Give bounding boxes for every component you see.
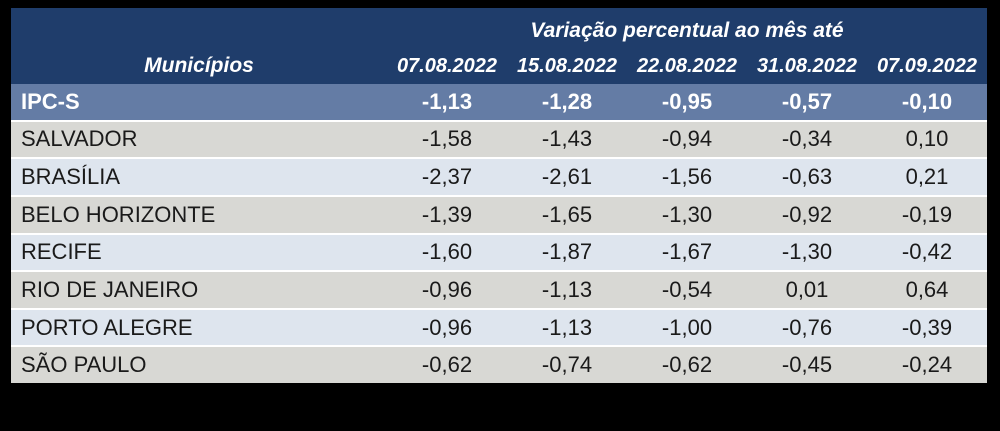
value-cell: 0,21 — [905, 164, 949, 190]
table-row-sao-paulo: SÃO PAULO -0,62 -0,74 -0,62 -0,45 -0,24 — [11, 345, 987, 383]
column-header-date-4: 31.08.2022 — [756, 54, 858, 77]
row-label: SALVADOR — [21, 126, 138, 152]
value-cell: -0,54 — [661, 276, 713, 302]
value-cell: -0,42 — [901, 239, 953, 265]
value-cell: -1,43 — [541, 126, 593, 152]
value-cell: -1,87 — [541, 239, 593, 265]
table-row-ipcs: IPC-S -1,13 -1,28 -0,95 -0,57 -0,10 — [11, 84, 987, 120]
value-cell: -1,65 — [541, 201, 593, 227]
column-header-date-1: 07.08.2022 — [396, 54, 498, 77]
row-label: BRASÍLIA — [21, 164, 121, 190]
value-cell: -1,60 — [421, 239, 473, 265]
table-row-salvador: SALVADOR -1,58 -1,43 -0,94 -0,34 0,10 — [11, 119, 987, 158]
value-cell: -0,96 — [421, 314, 473, 340]
table-title-row: Variação percentual ao mês até — [11, 8, 987, 48]
value-cell: -0,76 — [781, 314, 833, 340]
value-cell: -0,19 — [901, 201, 953, 227]
value-cell: -2,37 — [421, 164, 473, 190]
column-header-date-3: 22.08.2022 — [636, 54, 738, 77]
value-cell: -1,13 — [541, 314, 593, 340]
column-header-date-2: 15.08.2022 — [516, 54, 618, 77]
value-cell: -0,92 — [781, 201, 833, 227]
ipcs-variation-table: Variação percentual ao mês até Município… — [11, 8, 987, 383]
value-cell: -1,13 — [541, 276, 593, 302]
value-cell: -0,34 — [781, 126, 833, 152]
value-cell: -0,94 — [661, 126, 713, 152]
value-cell: -0,24 — [901, 352, 953, 378]
table-header-row: Municípios 07.08.2022 15.08.2022 22.08.2… — [11, 48, 987, 84]
value-cell: -1,56 — [661, 164, 713, 190]
column-header-municipios: Municípios — [144, 54, 254, 77]
value-cell: -0,63 — [781, 164, 833, 190]
value-cell: -0,57 — [781, 88, 833, 114]
table-row-belo-horizonte: BELO HORIZONTE -1,39 -1,65 -1,30 -0,92 -… — [11, 194, 987, 233]
value-cell: -0,62 — [421, 352, 473, 378]
row-label: RIO DE JANEIRO — [21, 276, 199, 302]
row-label: RECIFE — [21, 239, 102, 265]
value-cell: 0,64 — [905, 276, 949, 302]
value-cell: -1,30 — [781, 239, 833, 265]
row-label: IPC-S — [21, 88, 80, 114]
table-title: Variação percentual ao mês até — [530, 19, 844, 42]
value-cell: -1,67 — [661, 239, 713, 265]
table-row-rio-de-janeiro: RIO DE JANEIRO -0,96 -1,13 -0,54 0,01 0,… — [11, 270, 987, 308]
value-cell: -0,95 — [661, 88, 713, 114]
value-cell: -1,13 — [421, 88, 473, 114]
value-cell: -1,30 — [661, 201, 713, 227]
value-cell: 0,10 — [905, 126, 949, 152]
value-cell: -1,39 — [421, 201, 473, 227]
value-cell: -0,39 — [901, 314, 953, 340]
value-cell: -0,74 — [541, 352, 593, 378]
value-cell: -0,10 — [901, 88, 953, 114]
value-cell: -1,00 — [661, 314, 713, 340]
value-cell: -1,28 — [541, 88, 593, 114]
value-cell: -0,45 — [781, 352, 833, 378]
column-header-date-5: 07.09.2022 — [876, 54, 978, 77]
value-cell: -1,58 — [421, 126, 473, 152]
row-label: PORTO ALEGRE — [21, 314, 193, 340]
value-cell: -0,62 — [661, 352, 713, 378]
table-row-porto-alegre: PORTO ALEGRE -0,96 -1,13 -1,00 -0,76 -0,… — [11, 307, 987, 346]
row-label: SÃO PAULO — [21, 352, 147, 378]
table-row-recife: RECIFE -1,60 -1,87 -1,67 -1,30 -0,42 — [11, 232, 987, 271]
value-cell: 0,01 — [785, 276, 829, 302]
row-label: BELO HORIZONTE — [21, 201, 216, 227]
value-cell: -2,61 — [541, 164, 593, 190]
value-cell: -0,96 — [421, 276, 473, 302]
table-row-brasilia: BRASÍLIA -2,37 -2,61 -1,56 -0,63 0,21 — [11, 157, 987, 195]
